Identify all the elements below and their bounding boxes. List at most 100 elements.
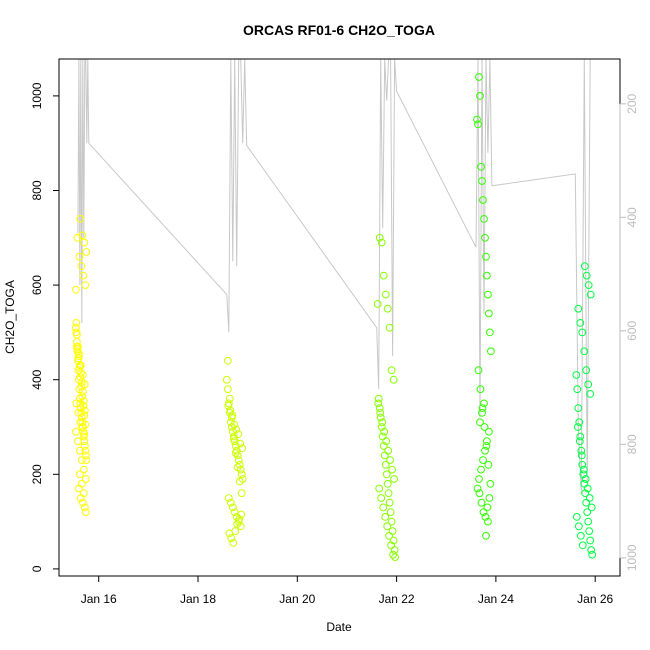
data-point (225, 394, 234, 403)
data-point (81, 508, 90, 516)
data-point (487, 347, 495, 356)
data-point (386, 456, 395, 465)
data-point (476, 418, 484, 427)
data-point (224, 401, 233, 410)
data-point (387, 541, 396, 550)
data-point (382, 470, 391, 479)
data-point (74, 437, 82, 446)
data-point (580, 347, 589, 356)
data-point (80, 238, 89, 247)
x-axis-label: Date (326, 620, 352, 634)
data-point (578, 541, 587, 550)
data-point (388, 465, 397, 474)
data-point (230, 420, 239, 429)
data-point (577, 446, 586, 455)
data-point (581, 475, 590, 483)
data-point (476, 92, 484, 100)
data-point (584, 517, 593, 526)
data-point (587, 503, 596, 512)
data-point (376, 408, 385, 417)
data-point (81, 281, 90, 290)
data-point (80, 442, 89, 450)
data-point (390, 475, 399, 483)
data-point (586, 290, 595, 299)
data-point (584, 380, 593, 389)
data-point (375, 484, 384, 493)
data-point (484, 290, 492, 299)
data-point (481, 513, 490, 521)
data-point (238, 444, 247, 453)
data-point (478, 177, 486, 185)
data-point (382, 437, 391, 446)
data-point (237, 489, 246, 498)
scatter-series-2 (222, 356, 247, 547)
data-point (81, 446, 90, 455)
data-point (586, 390, 595, 398)
data-point (572, 371, 581, 379)
data-point (79, 397, 88, 405)
y-axis-label: CH2O_TOGA (3, 280, 17, 354)
data-point (81, 451, 90, 460)
data-point (78, 423, 87, 431)
data-point (78, 498, 87, 507)
data-point (378, 432, 387, 441)
data-point (385, 531, 394, 540)
data-point (78, 387, 87, 396)
data-point (234, 430, 243, 439)
data-point (72, 427, 80, 436)
data-point (389, 536, 398, 545)
data-point (381, 290, 390, 299)
y2-tick-label: 200 (625, 93, 639, 113)
data-point (574, 522, 583, 531)
data-point (389, 550, 398, 559)
data-point (476, 385, 485, 394)
data-point (473, 484, 482, 493)
data-point (475, 489, 484, 498)
data-point (376, 413, 385, 422)
data-point (229, 539, 238, 547)
data-point (379, 442, 388, 450)
data-point (75, 252, 84, 261)
data-point (377, 494, 386, 502)
data-point (574, 304, 583, 313)
data-point (477, 162, 485, 171)
data-point (76, 373, 85, 382)
data-point (483, 437, 491, 446)
data-point (230, 508, 239, 516)
y-tick-label: 200 (30, 464, 44, 484)
data-point (229, 434, 238, 443)
data-point (586, 536, 595, 545)
data-point (587, 546, 596, 554)
data-point (574, 404, 583, 413)
data-point (389, 375, 398, 384)
data-point (576, 319, 585, 327)
data-point (485, 427, 493, 436)
data-point (577, 451, 586, 460)
data-point (477, 465, 485, 474)
data-point (80, 503, 89, 512)
data-point (81, 475, 90, 483)
data-point (582, 366, 591, 375)
data-point (479, 196, 487, 204)
data-point (374, 394, 383, 403)
data-point (383, 479, 392, 488)
data-point (76, 470, 84, 479)
x-tick-label: Jan 22 (379, 592, 415, 606)
data-point (475, 73, 483, 81)
data-point (236, 439, 245, 448)
data-point (379, 503, 388, 512)
data-point (231, 527, 240, 535)
data-point (228, 411, 237, 420)
data-point (72, 399, 81, 408)
data-point (237, 470, 246, 479)
data-point (233, 463, 242, 472)
x-tick-label: Jan 18 (180, 592, 216, 606)
data-point (481, 233, 489, 242)
data-point (580, 262, 589, 271)
data-point (576, 531, 585, 540)
data-point (82, 456, 91, 465)
y-tick-label: 400 (30, 369, 44, 389)
data-point (477, 498, 486, 507)
data-point (232, 425, 241, 434)
